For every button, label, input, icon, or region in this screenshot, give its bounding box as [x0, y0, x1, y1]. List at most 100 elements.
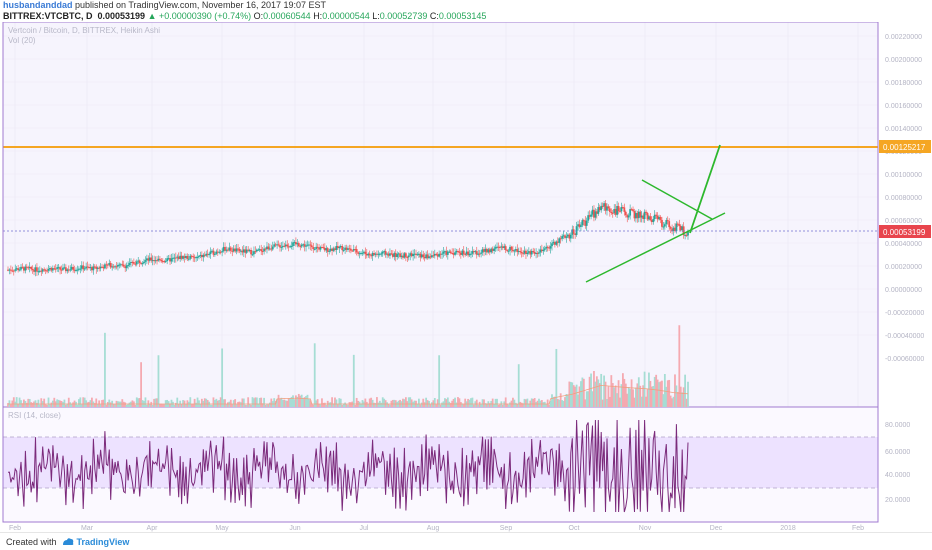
candle	[277, 244, 280, 246]
volume-bar	[309, 400, 312, 407]
candle	[157, 258, 160, 261]
candle	[387, 253, 390, 256]
candle	[672, 227, 675, 231]
candle	[47, 269, 50, 271]
volume-bar	[552, 396, 555, 407]
candle	[257, 249, 260, 251]
candle	[203, 254, 206, 256]
volume-bar	[153, 398, 156, 407]
volume-bar	[218, 400, 221, 407]
volume-bar	[377, 402, 380, 407]
candle	[50, 268, 53, 271]
candle	[293, 242, 296, 244]
candle	[196, 256, 199, 258]
volume-bar	[459, 402, 462, 407]
volume-bar	[221, 348, 224, 407]
candle	[341, 246, 344, 251]
volume-bar	[286, 400, 289, 407]
volume-bar	[80, 404, 83, 407]
candle	[661, 219, 663, 227]
candle	[33, 269, 35, 272]
volume-bar	[499, 404, 501, 407]
volume-bar	[140, 362, 143, 407]
volume-bar	[219, 397, 222, 407]
volume-bar	[472, 404, 475, 407]
trendline-upper[interactable]	[641, 179, 713, 220]
candle	[208, 254, 211, 256]
candle	[53, 268, 56, 270]
rsi-axis-label: 20.0000	[885, 497, 910, 504]
candle	[316, 246, 319, 248]
candle	[569, 234, 572, 239]
volume-bar	[458, 398, 461, 407]
candle	[114, 266, 116, 268]
time-axis-label: Nov	[639, 525, 652, 532]
volume-bar	[281, 399, 284, 407]
volume-bar	[517, 364, 520, 407]
volume-bar	[616, 393, 619, 407]
volume-bar	[679, 386, 682, 407]
price-axis[interactable]: 0.00220000 0.00200000 0.00180000 0.00160000…	[885, 34, 924, 363]
candle	[128, 262, 131, 266]
candle	[124, 266, 127, 269]
volume-bar	[260, 397, 263, 407]
volume-bar	[192, 403, 195, 407]
time-axis-label: Sep	[500, 525, 513, 532]
time-axis[interactable]: Feb Mar Apr May Jun Jul Aug Sep Oct Nov Dec 2018 Feb	[9, 525, 864, 532]
volume-bar	[507, 404, 510, 407]
ohlc-line: BITTREX:VTCBTC, D 0.00053199 ▲ +0.000003…	[3, 11, 932, 22]
symbol-legend: Vertcoin / Bitcoin, D, BITTREX, Heikin A…	[8, 26, 160, 35]
volume-bar	[423, 402, 426, 407]
candle	[69, 269, 72, 271]
trendline-lower[interactable]	[585, 212, 726, 283]
candle	[501, 246, 504, 249]
candle	[445, 251, 448, 255]
volume-bar	[161, 404, 164, 407]
volume-bar	[433, 398, 436, 407]
candle	[468, 253, 471, 256]
candle	[351, 250, 354, 252]
candle	[118, 264, 121, 266]
volume-bar	[46, 404, 48, 407]
tradingview-brand[interactable]: TradingView	[76, 536, 130, 547]
candle	[82, 265, 85, 270]
volume-bar	[591, 391, 594, 407]
author-link[interactable]: husbandanddad	[3, 0, 73, 10]
volume-bar	[56, 399, 59, 407]
volume-bar	[9, 404, 12, 407]
volume-bar	[109, 402, 112, 407]
candle	[326, 248, 329, 252]
volume-bar	[687, 381, 689, 407]
candle	[138, 260, 141, 264]
volume-bar	[668, 379, 671, 407]
volume-bar	[543, 401, 546, 407]
volume-bar	[387, 404, 390, 407]
volume-bar	[148, 403, 151, 407]
volume-bar	[420, 402, 423, 407]
volume-bar	[277, 394, 280, 407]
chart-area[interactable]: 0.00220000 0.00200000 0.00180000 0.00160000…	[0, 21, 932, 532]
candle	[161, 261, 164, 263]
breakout-arrow[interactable]	[689, 144, 721, 234]
volume-bar	[209, 404, 212, 407]
volume-bar	[454, 397, 456, 407]
candle	[391, 254, 394, 257]
volume-bar	[172, 401, 174, 407]
candle	[190, 255, 193, 257]
volume-bar	[555, 348, 558, 407]
volume-bar	[595, 376, 598, 407]
volume-bar	[25, 402, 28, 407]
candle	[571, 229, 574, 235]
candle	[76, 269, 79, 271]
candle	[261, 251, 264, 253]
candle	[250, 249, 252, 255]
candle	[321, 247, 323, 249]
candles[interactable]	[7, 199, 689, 277]
volume-bar	[629, 388, 632, 407]
candle	[523, 250, 526, 254]
candle	[169, 258, 171, 262]
chart-svg[interactable]: 0.00220000 0.00200000 0.00180000 0.00160000…	[0, 21, 932, 532]
volume-bar	[626, 393, 629, 407]
volume-bar	[627, 387, 630, 407]
volume-bar	[38, 404, 41, 407]
